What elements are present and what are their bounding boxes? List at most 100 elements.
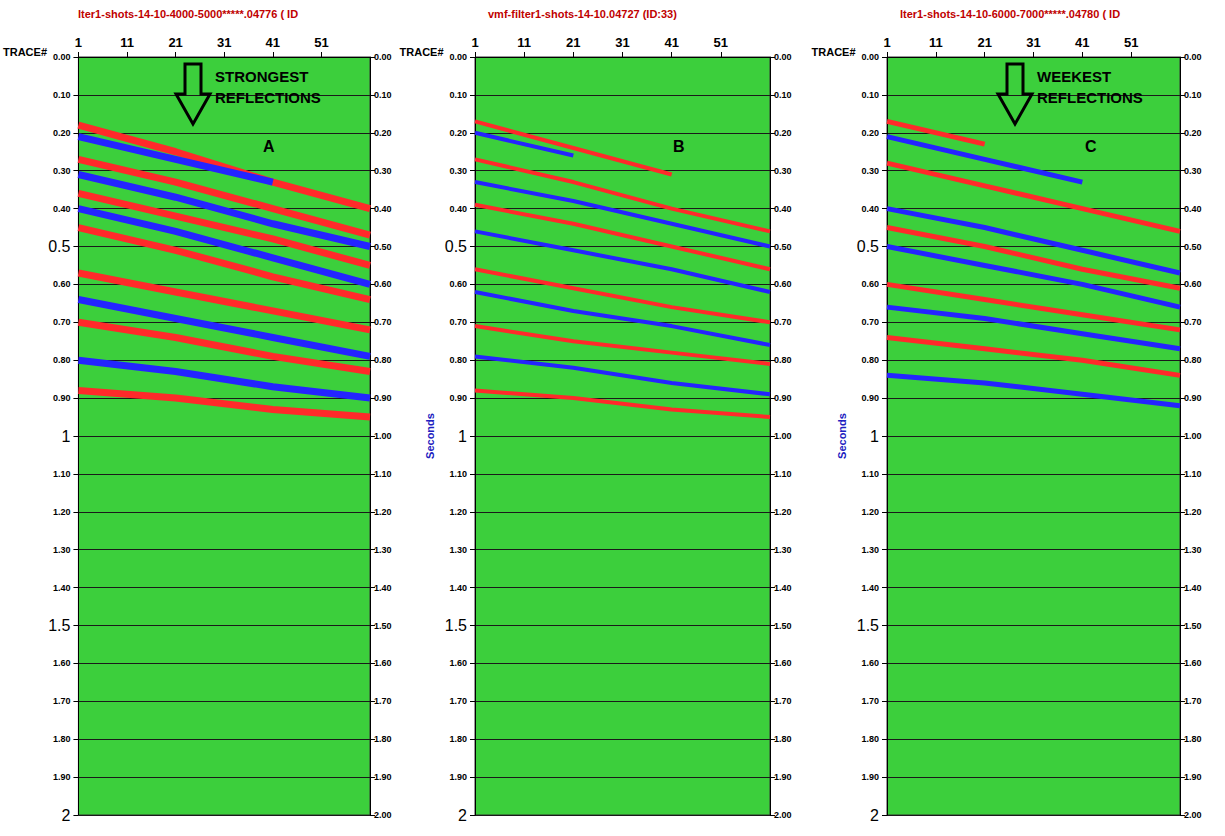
svg-text:0.80: 0.80 bbox=[449, 355, 467, 365]
svg-text:41: 41 bbox=[266, 35, 280, 50]
svg-text:0.20: 0.20 bbox=[1184, 128, 1202, 138]
svg-text:0.80: 0.80 bbox=[53, 355, 71, 365]
svg-text:1.20: 1.20 bbox=[774, 507, 792, 517]
svg-text:1.70: 1.70 bbox=[774, 696, 792, 706]
svg-text:1.90: 1.90 bbox=[1184, 772, 1202, 782]
svg-text:0.30: 0.30 bbox=[53, 166, 71, 176]
svg-text:1.40: 1.40 bbox=[861, 583, 879, 593]
svg-text:1.80: 1.80 bbox=[1184, 734, 1202, 744]
svg-text:0.00: 0.00 bbox=[374, 52, 392, 62]
svg-text:1.50: 1.50 bbox=[374, 621, 392, 631]
svg-text:0.00: 0.00 bbox=[774, 52, 792, 62]
svg-text:1: 1 bbox=[883, 35, 890, 50]
svg-text:1: 1 bbox=[870, 428, 879, 445]
svg-text:vmf-filter1-shots-14-10.04727: vmf-filter1-shots-14-10.04727 (ID:33) bbox=[488, 8, 677, 20]
svg-text:0.90: 0.90 bbox=[861, 393, 879, 403]
svg-text:1.90: 1.90 bbox=[449, 772, 467, 782]
svg-text:0.80: 0.80 bbox=[861, 355, 879, 365]
svg-text:1.5: 1.5 bbox=[48, 617, 70, 634]
svg-text:REFLECTIONS: REFLECTIONS bbox=[1037, 89, 1143, 106]
svg-text:1.20: 1.20 bbox=[374, 507, 392, 517]
svg-text:11: 11 bbox=[120, 35, 134, 50]
svg-text:41: 41 bbox=[1075, 35, 1089, 50]
svg-text:1.70: 1.70 bbox=[1184, 696, 1202, 706]
svg-text:1.60: 1.60 bbox=[53, 658, 71, 668]
svg-text:51: 51 bbox=[1124, 35, 1138, 50]
svg-text:11: 11 bbox=[929, 35, 943, 50]
svg-text:0.40: 0.40 bbox=[1184, 204, 1202, 214]
svg-text:0.80: 0.80 bbox=[374, 355, 392, 365]
svg-text:TRACE#: TRACE# bbox=[812, 46, 856, 58]
svg-text:0.20: 0.20 bbox=[774, 128, 792, 138]
svg-text:1.10: 1.10 bbox=[774, 469, 792, 479]
svg-text:1.20: 1.20 bbox=[449, 507, 467, 517]
svg-text:11: 11 bbox=[517, 35, 531, 50]
svg-text:1.90: 1.90 bbox=[774, 772, 792, 782]
svg-text:1.40: 1.40 bbox=[1184, 583, 1202, 593]
svg-text:1.10: 1.10 bbox=[449, 469, 467, 479]
svg-text:1.5: 1.5 bbox=[857, 617, 879, 634]
svg-text:1: 1 bbox=[458, 428, 467, 445]
svg-text:TRACE#: TRACE# bbox=[3, 46, 47, 58]
svg-text:1.10: 1.10 bbox=[861, 469, 879, 479]
svg-text:0.10: 0.10 bbox=[1184, 90, 1202, 100]
svg-text:0.30: 0.30 bbox=[374, 166, 392, 176]
svg-text:1.20: 1.20 bbox=[861, 507, 879, 517]
svg-text:1: 1 bbox=[62, 428, 71, 445]
svg-text:0.40: 0.40 bbox=[374, 204, 392, 214]
svg-text:31: 31 bbox=[217, 35, 231, 50]
svg-text:Seconds: Seconds bbox=[424, 413, 436, 459]
svg-text:1.40: 1.40 bbox=[774, 583, 792, 593]
svg-text:0.60: 0.60 bbox=[53, 279, 71, 289]
svg-text:lter1-shots-14-10-4000-5000***: lter1-shots-14-10-4000-5000*****.04776 (… bbox=[78, 8, 298, 20]
svg-text:0.40: 0.40 bbox=[774, 204, 792, 214]
svg-text:1.70: 1.70 bbox=[53, 696, 71, 706]
svg-text:0.40: 0.40 bbox=[449, 204, 467, 214]
svg-text:21: 21 bbox=[168, 35, 182, 50]
svg-text:0.70: 0.70 bbox=[449, 317, 467, 327]
svg-text:1.20: 1.20 bbox=[1184, 507, 1202, 517]
svg-text:0.30: 0.30 bbox=[774, 166, 792, 176]
svg-text:0.10: 0.10 bbox=[861, 90, 879, 100]
svg-text:1.10: 1.10 bbox=[1184, 469, 1202, 479]
svg-text:0.50: 0.50 bbox=[774, 242, 792, 252]
svg-text:1.80: 1.80 bbox=[374, 734, 392, 744]
svg-text:0.10: 0.10 bbox=[774, 90, 792, 100]
svg-text:21: 21 bbox=[977, 35, 991, 50]
svg-text:1.70: 1.70 bbox=[374, 696, 392, 706]
svg-text:31: 31 bbox=[615, 35, 629, 50]
svg-text:0.60: 0.60 bbox=[774, 279, 792, 289]
svg-text:1.30: 1.30 bbox=[774, 545, 792, 555]
svg-text:0.30: 0.30 bbox=[1184, 166, 1202, 176]
svg-text:0.20: 0.20 bbox=[53, 128, 71, 138]
svg-text:0.10: 0.10 bbox=[53, 90, 71, 100]
svg-text:1.80: 1.80 bbox=[861, 734, 879, 744]
svg-text:2.00: 2.00 bbox=[374, 810, 392, 820]
svg-text:1.20: 1.20 bbox=[53, 507, 71, 517]
svg-text:0.30: 0.30 bbox=[449, 166, 467, 176]
svg-text:41: 41 bbox=[664, 35, 678, 50]
svg-text:0.40: 0.40 bbox=[861, 204, 879, 214]
svg-text:0.10: 0.10 bbox=[449, 90, 467, 100]
svg-text:0.60: 0.60 bbox=[449, 279, 467, 289]
svg-text:1: 1 bbox=[471, 35, 478, 50]
svg-text:C: C bbox=[1085, 138, 1097, 155]
svg-text:0.00: 0.00 bbox=[53, 52, 71, 62]
svg-text:0.40: 0.40 bbox=[53, 204, 71, 214]
svg-text:1.60: 1.60 bbox=[861, 658, 879, 668]
svg-text:1.10: 1.10 bbox=[53, 469, 71, 479]
svg-text:2.00: 2.00 bbox=[774, 810, 792, 820]
svg-text:0.70: 0.70 bbox=[53, 317, 71, 327]
svg-text:0.00: 0.00 bbox=[1184, 52, 1202, 62]
svg-text:1: 1 bbox=[75, 35, 82, 50]
svg-text:1.30: 1.30 bbox=[1184, 545, 1202, 555]
svg-text:STRONGEST: STRONGEST bbox=[215, 68, 308, 85]
svg-text:0.30: 0.30 bbox=[861, 166, 879, 176]
svg-text:1.80: 1.80 bbox=[774, 734, 792, 744]
svg-text:0.5: 0.5 bbox=[857, 238, 879, 255]
svg-text:0.20: 0.20 bbox=[374, 128, 392, 138]
svg-text:0.00: 0.00 bbox=[861, 52, 879, 62]
svg-text:1.40: 1.40 bbox=[53, 583, 71, 593]
svg-text:1.60: 1.60 bbox=[1184, 658, 1202, 668]
svg-text:0.90: 0.90 bbox=[1184, 393, 1202, 403]
